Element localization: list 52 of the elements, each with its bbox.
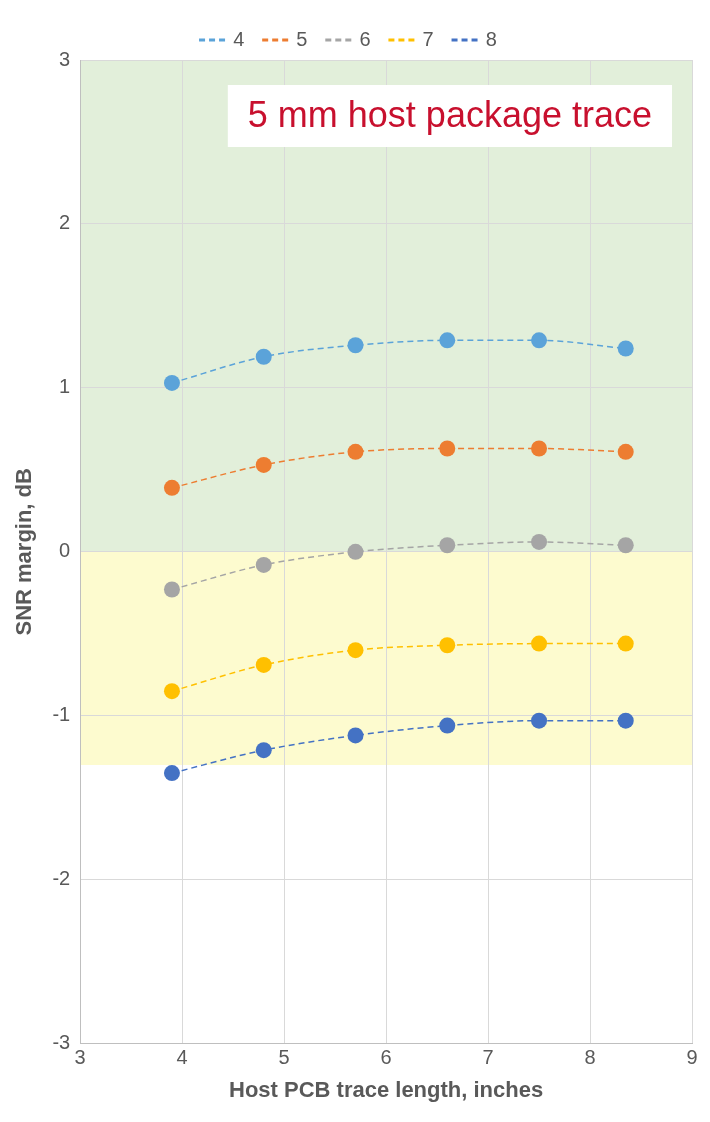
y-tick-label: -2 [52,867,71,890]
y-tick-label: 2 [59,211,71,234]
point [255,456,272,473]
point [531,712,548,729]
legend-label: 6 [359,27,371,50]
point [439,440,456,457]
point [163,374,180,391]
point [531,533,548,550]
y-tick-label: 3 [59,47,71,70]
x-tick-label: 9 [686,1046,698,1069]
point [617,340,634,357]
point [163,765,180,782]
point [163,683,180,700]
point [439,332,456,349]
y-axis-title: SNR margin, dB [11,468,37,636]
x-tick-label: 3 [74,1046,86,1069]
y-tick-label: 1 [59,375,71,398]
point [531,440,548,457]
point [439,537,456,554]
x-tick-label: 7 [482,1046,494,1069]
annotation: 5 mm host package trace [247,93,653,135]
y-tick-label: 0 [59,539,71,562]
point [617,712,634,729]
point [347,337,364,354]
legend-label: 7 [422,27,434,50]
point [255,656,272,673]
point [617,443,634,460]
point [255,556,272,573]
x-tick-label: 8 [584,1046,596,1069]
point [255,742,272,759]
x-tick-label: 5 [278,1046,290,1069]
point [439,637,456,654]
x-tick-label: 4 [176,1046,188,1069]
legend-label: 5 [296,27,308,50]
y-tick-label: -1 [52,703,71,726]
point [163,479,180,496]
point [347,443,364,460]
legend-label: 4 [233,27,245,50]
point [617,537,634,554]
x-axis-title: Host PCB trace length, inches [229,1076,544,1102]
point [439,717,456,734]
point [617,635,634,652]
point [163,581,180,598]
point [531,332,548,349]
y-tick-label: -3 [52,1031,71,1054]
x-tick-label: 6 [380,1046,392,1069]
point [255,348,272,365]
point [347,642,364,659]
point [347,727,364,744]
point [531,635,548,652]
point [347,543,364,560]
legend-label: 8 [485,27,497,50]
